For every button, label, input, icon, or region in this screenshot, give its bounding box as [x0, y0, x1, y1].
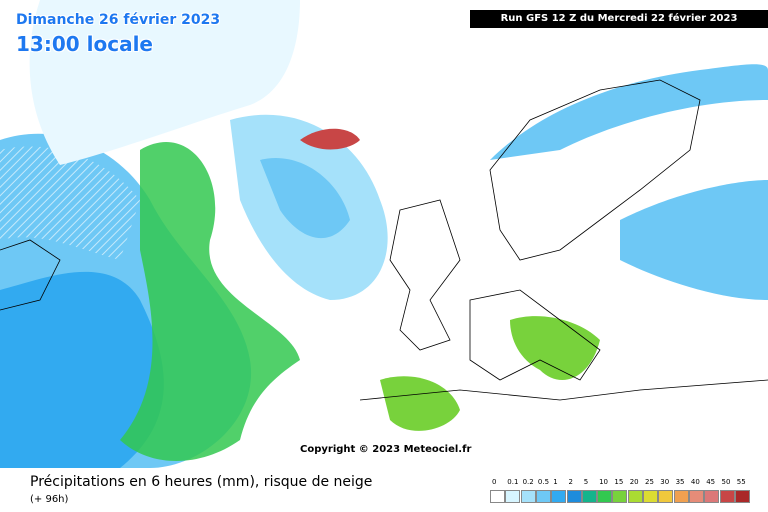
legend-swatch — [704, 490, 720, 503]
legend-label: 20 — [629, 478, 639, 486]
legend-label: 30 — [660, 478, 670, 486]
legend-swatch — [505, 490, 521, 503]
legend-swatch — [643, 490, 658, 503]
legend-label: 0.2 — [522, 478, 534, 486]
legend-label: 50 — [721, 478, 731, 486]
legend-label: 1 — [553, 478, 558, 486]
map-time: 13:00 locale — [16, 32, 153, 56]
map-date: Dimanche 26 février 2023 — [16, 12, 221, 28]
legend-label: 55 — [736, 478, 746, 486]
legend-swatch — [490, 490, 505, 503]
legend-swatch — [612, 490, 628, 503]
map — [0, 0, 768, 468]
legend: 0 0.1 0.2 0.5 1 2 5 10 15 20 25 30 35 40 45 50 55 — [490, 478, 756, 508]
legend-swatch — [719, 490, 735, 503]
legend-label: 5 — [583, 478, 589, 486]
forecast-range: (+ 96h) — [30, 494, 69, 505]
legend-swatch — [734, 490, 750, 503]
legend-swatch — [566, 490, 582, 503]
copyright: Copyright © 2023 Meteociel.fr — [300, 444, 472, 455]
legend-label: 15 — [614, 478, 624, 486]
run-info: Run GFS 12 Z du Mercredi 22 février 2023 — [470, 10, 768, 28]
legend-label: 2 — [568, 478, 573, 486]
legend-swatch — [520, 490, 536, 503]
legend-swatch — [597, 490, 613, 503]
legend-swatch — [551, 490, 567, 503]
legend-swatch — [581, 490, 597, 503]
legend-label: 35 — [675, 478, 685, 486]
caption: Précipitations en 6 heures (mm), risque … — [30, 474, 373, 490]
legend-label: 0 — [492, 478, 497, 486]
legend-swatch — [535, 490, 551, 503]
legend-swatch — [673, 490, 689, 503]
legend-label: 25 — [645, 478, 654, 486]
legend-label: 0.1 — [507, 478, 519, 486]
legend-label: 0.5 — [537, 478, 550, 486]
legend-label: 45 — [706, 478, 716, 486]
legend-swatch — [627, 490, 643, 503]
legend-swatch — [688, 490, 704, 503]
legend-label: 10 — [599, 478, 609, 486]
legend-label: 40 — [690, 478, 700, 486]
legend-swatch — [658, 490, 674, 503]
